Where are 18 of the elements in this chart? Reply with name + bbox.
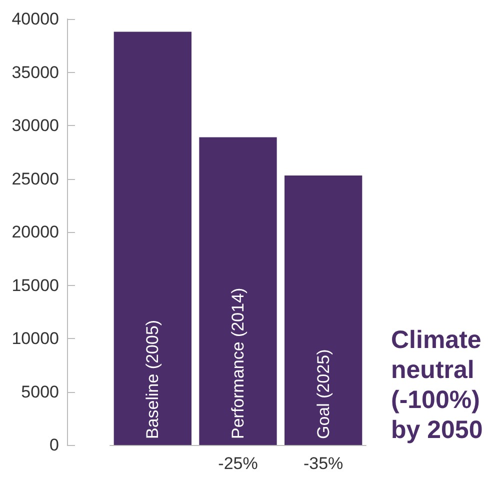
y-tick-label: 30000 — [12, 116, 59, 135]
x-tick-label: Performance (2014) — [228, 288, 248, 439]
text: -25% — [218, 454, 258, 473]
y-tick-label: 35000 — [12, 62, 59, 82]
y-tick-label: 15000 — [12, 276, 59, 295]
x-tick-label: Goal (2025) — [314, 349, 333, 439]
text: Climate neutral (-100%) by 2050 — [391, 326, 488, 444]
bar — [284, 176, 362, 445]
y-tick-label: 0 — [50, 436, 59, 454]
bar — [114, 32, 192, 445]
y-tick-label: 20000 — [12, 222, 59, 242]
bar — [199, 137, 277, 445]
x-tick-label: Baseline (2005) — [143, 320, 162, 439]
y-tick-label: 40000 — [12, 10, 59, 28]
y-tick-label: 25000 — [12, 169, 59, 188]
text: -35% — [303, 454, 344, 473]
y-tick-label: 5000 — [21, 382, 59, 402]
y-tick-label: 10000 — [12, 329, 59, 348]
